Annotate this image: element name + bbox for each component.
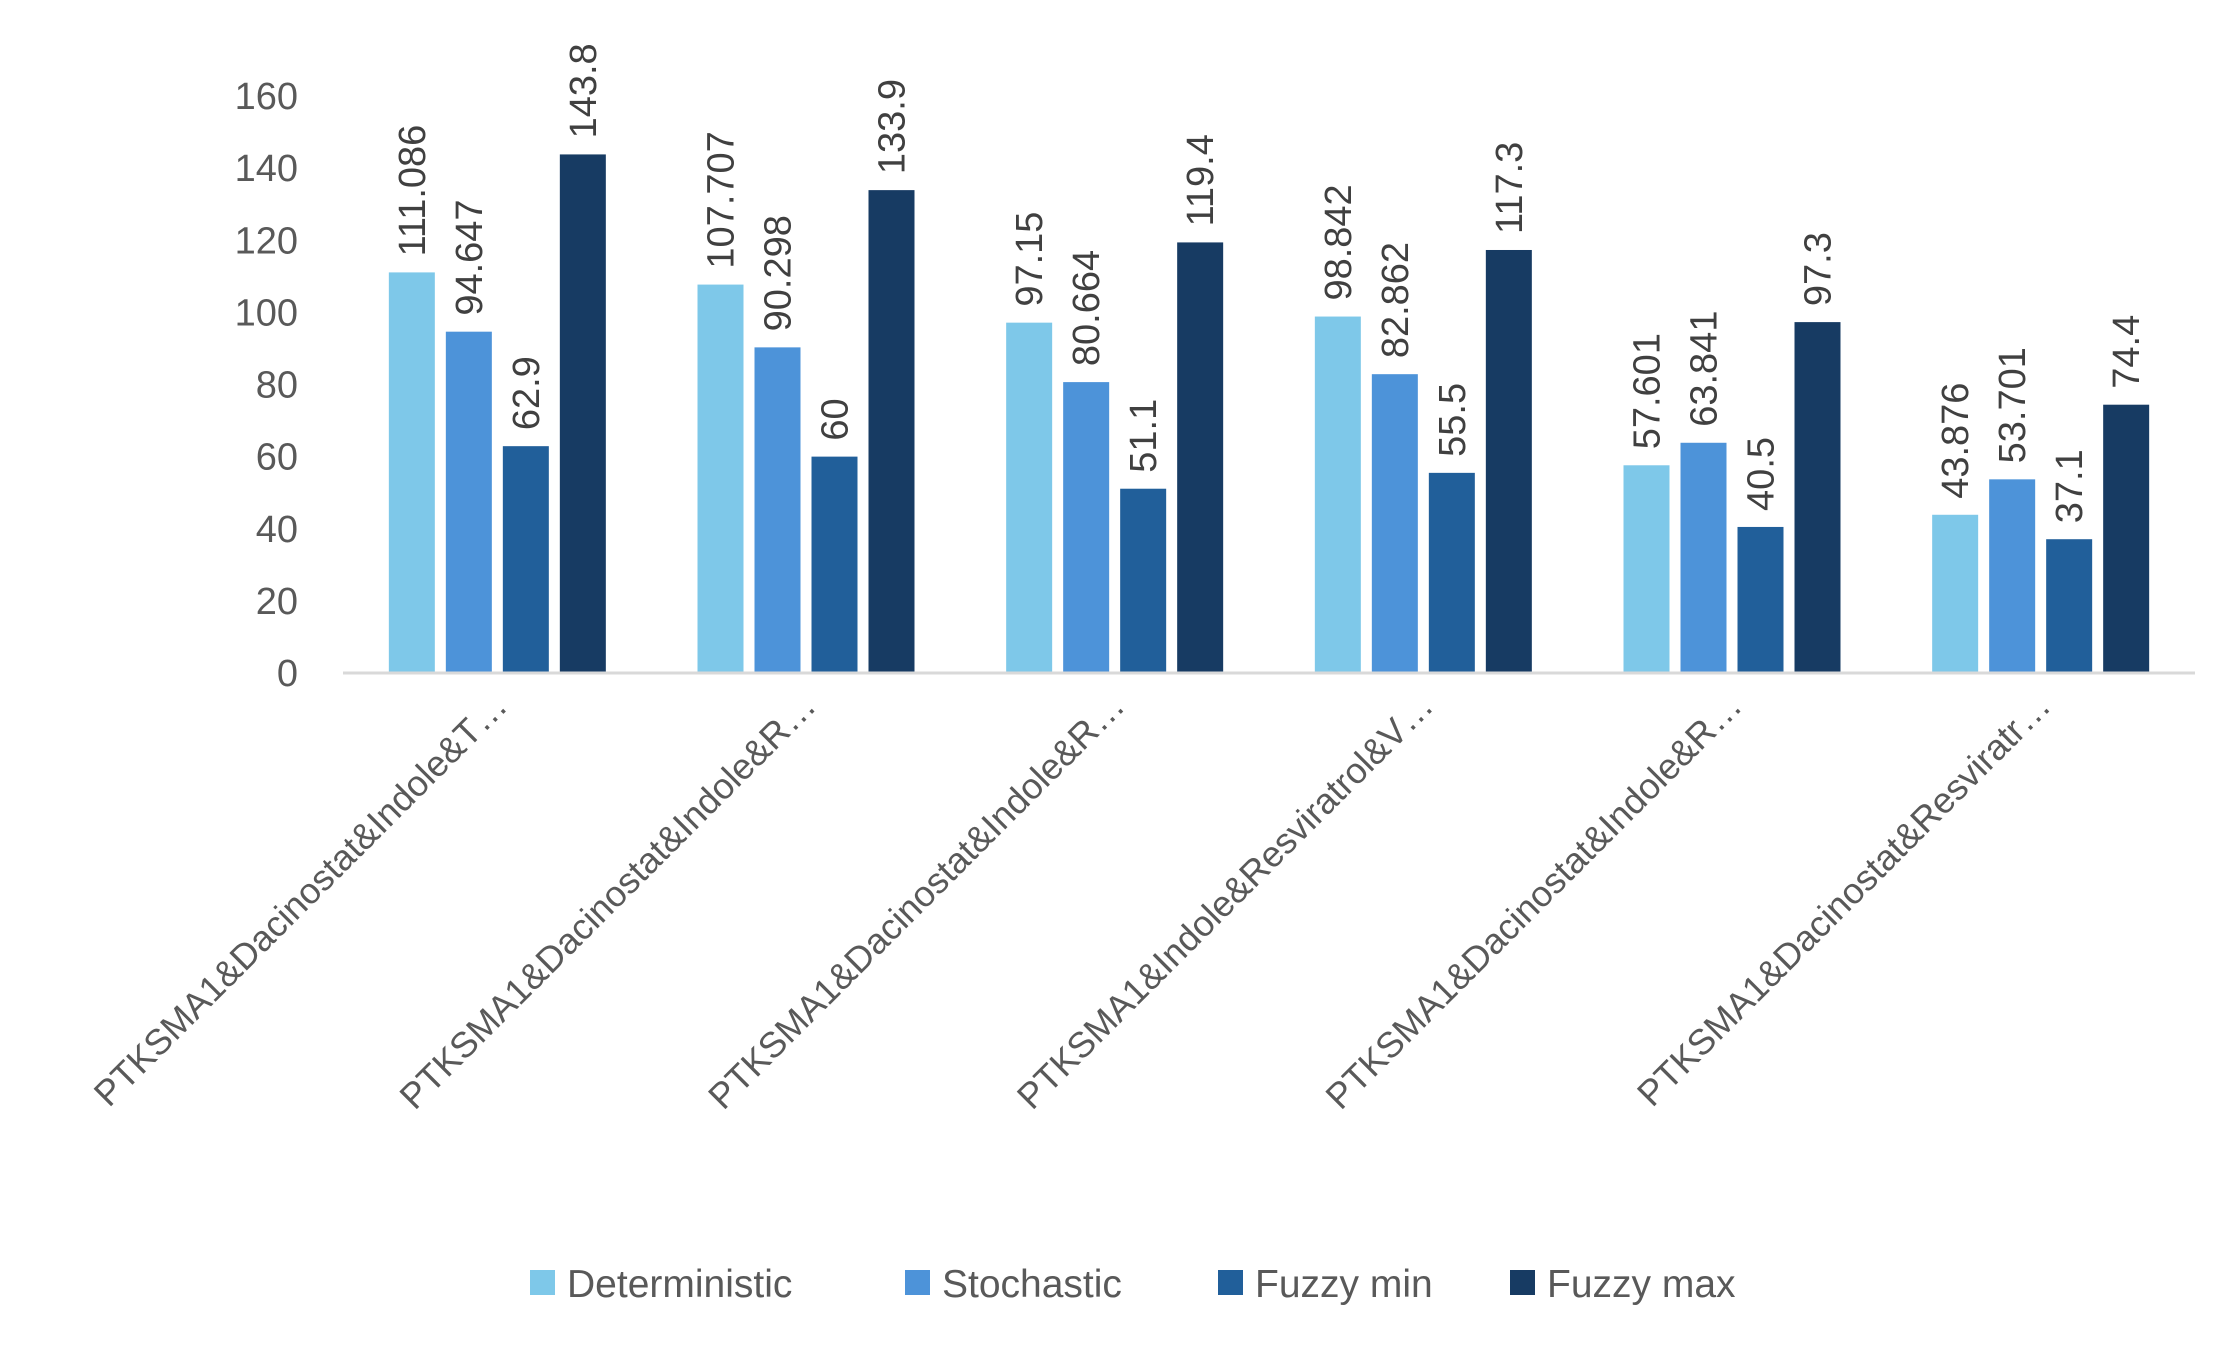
y-tick-label: 60 [256, 437, 298, 479]
bar-stochastic [1680, 442, 1727, 673]
data-label: 60 [815, 398, 857, 440]
legend-label: Fuzzy max [1547, 1263, 1736, 1306]
data-label: 97.15 [1009, 212, 1051, 307]
data-label: 40.5 [1741, 437, 1783, 511]
legend-swatch [1218, 1270, 1243, 1295]
bar-fuzzy-min [1428, 472, 1475, 673]
legend-label: Deterministic [567, 1263, 792, 1306]
bars [388, 154, 2150, 674]
bar-deterministic [1314, 316, 1361, 673]
data-label: 97.3 [1798, 232, 1840, 306]
bar-deterministic [388, 272, 435, 673]
y-tick-label: 40 [256, 509, 298, 551]
y-axis: 0 20 40 60 80 100 120 140 160 [235, 76, 298, 695]
y-tick-label: 100 [235, 292, 298, 334]
data-label: 63.841 [1684, 311, 1726, 427]
legend-label: Stochastic [942, 1263, 1122, 1306]
bar-fuzzy-min [811, 456, 858, 673]
data-label: 74.4 [2106, 315, 2148, 389]
bar-fuzzy-min [2046, 539, 2093, 673]
legend-swatch [1510, 1270, 1535, 1295]
bar-deterministic [697, 284, 744, 673]
bar-fuzzy-min [1120, 488, 1167, 673]
legend-swatch [530, 1270, 555, 1295]
data-label: 37.1 [2049, 449, 2091, 523]
y-tick-label: 80 [256, 365, 298, 407]
data-label: 82.862 [1375, 242, 1417, 358]
data-label: 90.298 [758, 215, 800, 331]
bar-stochastic [445, 331, 492, 673]
bar-fuzzy-max [868, 190, 915, 674]
data-label: 98.842 [1318, 184, 1360, 300]
data-label: 53.701 [1992, 347, 2034, 463]
data-label: 117.3 [1489, 142, 1531, 234]
bar-deterministic [1006, 322, 1053, 673]
legend-label: Fuzzy min [1255, 1263, 1433, 1306]
bar-deterministic [1932, 514, 1979, 673]
y-tick-label: 160 [235, 76, 298, 118]
y-tick-label: 120 [235, 220, 298, 262]
category-labels: PTKSMA1&Dacinostat&Indole&T…PTKSMA1&Daci… [86, 685, 2059, 1117]
bar-fuzzy-min [502, 446, 549, 673]
bar-fuzzy-min [1737, 526, 1784, 673]
data-label: 107.707 [701, 131, 743, 268]
bar-fuzzy-max [2103, 404, 2150, 673]
data-label: 133.9 [872, 79, 914, 174]
bar-fuzzy-max [1794, 322, 1841, 673]
data-labels: 111.086 94.647 62.9 143.8 107.707 90.298 60 133… [392, 43, 2148, 523]
bar-stochastic [1989, 479, 2036, 673]
bar-fuzzy-max [1485, 249, 1532, 673]
legend-swatch [905, 1270, 930, 1295]
bar-stochastic [754, 347, 801, 673]
bar-stochastic [1371, 374, 1418, 673]
y-tick-label: 0 [277, 653, 298, 695]
data-label: 111.086 [392, 125, 434, 257]
data-label: 62.9 [506, 356, 548, 430]
bar-fuzzy-max [559, 154, 606, 673]
data-label: 143.8 [563, 43, 605, 138]
bar-fuzzy-max [1177, 242, 1224, 673]
data-label: 57.601 [1627, 333, 1669, 449]
data-label: 119.4 [1180, 134, 1222, 226]
bar-deterministic [1623, 465, 1670, 673]
data-label: 55.5 [1432, 383, 1474, 457]
data-label: 43.876 [1935, 383, 1977, 499]
y-tick-label: 20 [256, 581, 298, 623]
data-label: 51.1 [1123, 399, 1165, 473]
data-label: 80.664 [1066, 250, 1108, 366]
data-label: 94.647 [449, 199, 491, 315]
bar-stochastic [1063, 382, 1110, 673]
legend: Deterministic Stochastic Fuzzy min Fuzzy ma… [530, 1263, 1736, 1306]
y-tick-label: 140 [235, 148, 298, 190]
